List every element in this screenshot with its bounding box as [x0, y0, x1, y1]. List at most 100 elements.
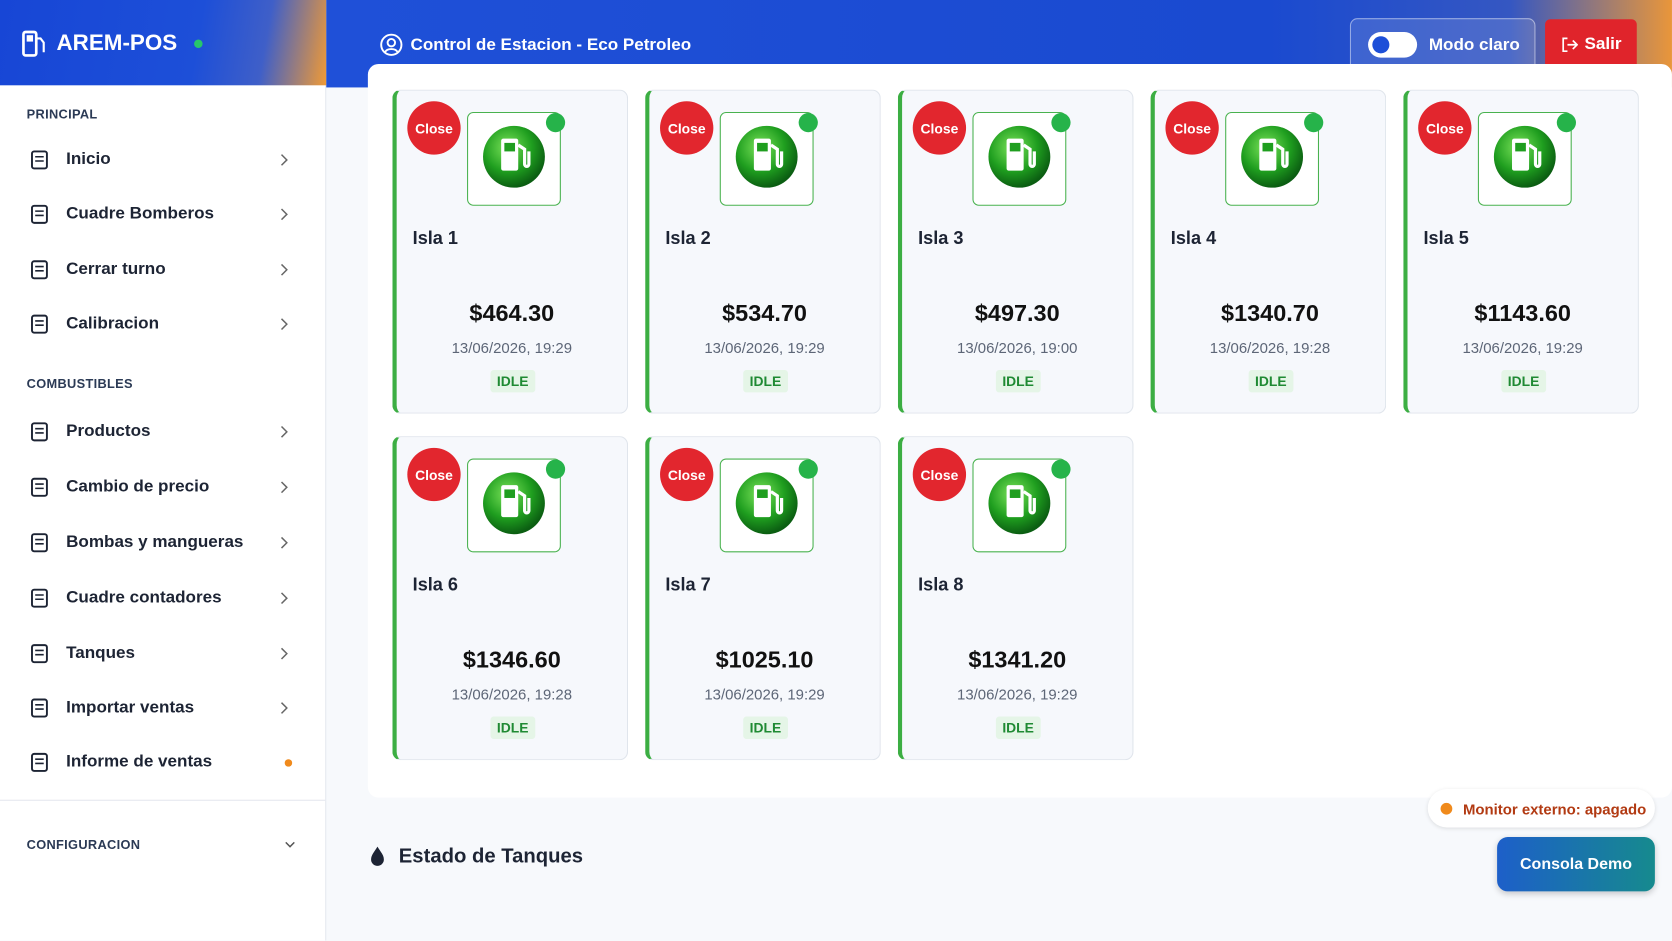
online-dot — [798, 459, 818, 479]
island-amount: $534.70 — [722, 299, 807, 327]
pump-icon — [1493, 125, 1556, 188]
island-card[interactable]: Close Isla 4 $1340.70 13/06/2026, 19:28 IDLE — [1150, 89, 1387, 414]
sidebar — [0, 0, 327, 941]
island-name: Isla 6 — [412, 574, 459, 595]
toggle-label: Modo claro — [1428, 36, 1520, 55]
chevron — [280, 702, 288, 714]
island-datetime: 13/06/2026, 19:29 — [704, 685, 825, 703]
close-button[interactable]: Close — [912, 101, 967, 155]
close-button[interactable]: Close — [1165, 101, 1219, 155]
status-dot — [1440, 802, 1453, 815]
menu-icon — [31, 533, 48, 553]
island-amount: $497.30 — [974, 299, 1060, 327]
island-card[interactable]: Close Isla 1 $464.30 13/06/2026, 19:29 IDLE — [392, 89, 629, 414]
island-name: Isla 2 — [665, 228, 711, 249]
island-amount: $1143.60 — [1474, 299, 1571, 327]
menu-item[interactable]: Tanques — [27, 638, 299, 670]
chevron — [280, 318, 288, 331]
island-card[interactable]: Close Isla 2 $534.70 13/06/2026, 19:29 IDLE — [645, 89, 881, 414]
close-button[interactable]: Close — [407, 101, 461, 155]
menu-item[interactable]: Bombas y mangueras — [27, 527, 299, 559]
chevron — [280, 154, 288, 166]
island-datetime: 13/06/2026, 19:28 — [451, 685, 573, 703]
island-datetime: 13/06/2026, 19:29 — [451, 339, 573, 357]
menu-label: Bombas y mangueras — [66, 533, 244, 552]
status-badge: IDLE — [490, 370, 535, 393]
online-dot — [1051, 113, 1071, 133]
island-datetime: 13/06/2026, 19:29 — [957, 685, 1078, 703]
chevron — [280, 647, 288, 660]
monitor-label: Monitor externo: apagado — [1462, 800, 1647, 818]
chevron — [280, 592, 288, 605]
menu-label: Inicio — [66, 150, 111, 169]
console-label: Consola Demo — [1519, 855, 1632, 874]
island-datetime: 13/06/2026, 19:00 — [957, 339, 1078, 357]
menu-item[interactable]: Cuadre contadores — [27, 582, 299, 614]
online-dot — [545, 113, 566, 133]
island-card[interactable]: Close Isla 3 $497.30 13/06/2026, 19:00 IDLE — [897, 89, 1134, 414]
pump-box — [972, 111, 1067, 206]
menu-icon — [31, 314, 48, 334]
menu-item[interactable]: Inicio — [27, 144, 299, 176]
menu-item[interactable]: Cerrar turno — [27, 254, 299, 286]
menu-item[interactable]: Importar ventas — [27, 692, 299, 724]
menu-icon — [31, 588, 48, 608]
online-dot — [1304, 113, 1324, 133]
pump-box — [467, 111, 561, 206]
island-name: Isla 3 — [918, 228, 964, 249]
chevron-down — [285, 841, 295, 848]
island-name: Isla 4 — [1170, 228, 1217, 249]
menu-item[interactable]: Calibracion — [27, 308, 299, 340]
island-card[interactable]: Close Isla 5 $1143.60 13/06/2026, 19:29 IDLE — [1403, 89, 1639, 414]
status-badge: IDLE — [743, 716, 788, 739]
island-card[interactable]: Close Isla 8 $1341.20 13/06/2026, 19:29 IDLE — [897, 436, 1134, 761]
close-button[interactable]: Close — [660, 447, 714, 502]
section-label: PRINCIPAL — [26, 106, 98, 122]
menu-icon — [31, 260, 48, 280]
pump-icon — [1241, 125, 1304, 188]
island-amount: $1341.20 — [968, 646, 1067, 673]
close-button[interactable]: Close — [407, 447, 461, 502]
pump-icon — [988, 125, 1051, 188]
notice-dot — [284, 759, 293, 767]
island-card[interactable]: Close Isla 6 $1346.60 13/06/2026, 19:28 IDLE — [392, 436, 629, 761]
status-badge: IDLE — [1248, 370, 1294, 393]
close-button[interactable]: Close — [1418, 101, 1472, 155]
chevron — [280, 425, 288, 438]
drop-icon — [371, 846, 384, 866]
theme-toggle[interactable]: Modo claro — [1349, 18, 1536, 72]
menu-label: Tanques — [66, 644, 136, 663]
menu-item[interactable]: Informe de ventas — [27, 746, 299, 778]
pump-box — [972, 458, 1067, 553]
menu-icon — [31, 150, 48, 170]
pump-box — [719, 458, 814, 553]
status-badge: IDLE — [490, 716, 535, 739]
island-name: Isla 8 — [918, 574, 964, 595]
console-button[interactable]: Consola Demo — [1497, 837, 1655, 892]
island-name: Isla 7 — [665, 574, 711, 595]
menu-item[interactable]: Cuadre Bomberos — [27, 198, 299, 230]
switch-knob — [1372, 36, 1390, 54]
menu-icon — [31, 752, 48, 772]
online-dot — [1556, 113, 1576, 133]
status-badge: IDLE — [1501, 370, 1546, 393]
menu-item[interactable]: Cambio de precio — [27, 471, 299, 503]
menu-icon — [31, 644, 48, 664]
close-button[interactable]: Close — [912, 447, 967, 502]
chevron — [280, 263, 288, 276]
online-dot — [1051, 459, 1071, 479]
pump-icon — [735, 472, 798, 535]
online-dot — [545, 459, 566, 479]
island-datetime: 13/06/2026, 19:28 — [1209, 339, 1331, 357]
menu-item[interactable]: Productos — [27, 416, 299, 448]
chevron — [280, 208, 288, 221]
menu-label: Cuadre Bomberos — [66, 204, 215, 223]
close-button[interactable]: Close — [660, 101, 714, 155]
island-datetime: 13/06/2026, 19:29 — [1462, 339, 1583, 357]
menu-label: Cerrar turno — [66, 260, 166, 279]
island-card[interactable]: Close Isla 7 $1025.10 13/06/2026, 19:29 IDLE — [645, 436, 881, 761]
monitor-status: Monitor externo: apagado — [1427, 789, 1655, 828]
island-amount: $464.30 — [469, 299, 555, 327]
logout-button[interactable]: Salir — [1545, 19, 1637, 70]
